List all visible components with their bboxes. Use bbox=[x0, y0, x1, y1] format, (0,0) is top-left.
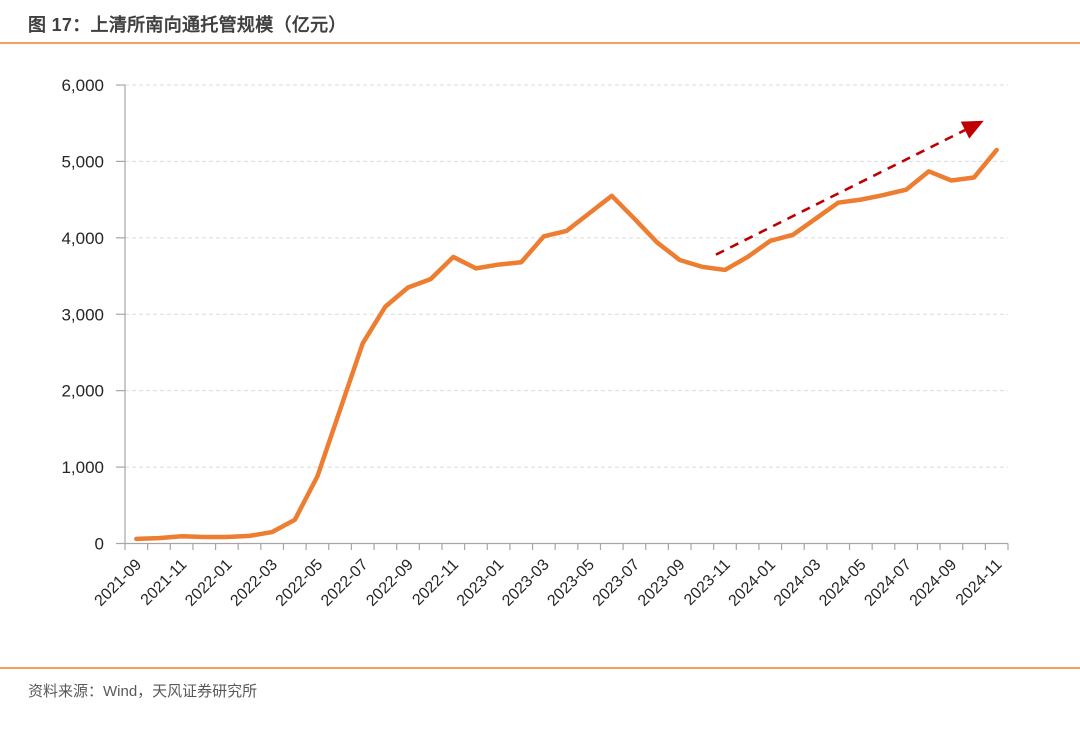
source-divider-line bbox=[0, 667, 1080, 669]
x-tick-label: 2023-09 bbox=[635, 556, 689, 610]
x-tick-label: 2023-05 bbox=[544, 556, 598, 610]
series-line-custody-scale bbox=[134, 147, 999, 542]
x-tick-label: 2023-01 bbox=[454, 556, 508, 610]
y-tick-label: 0 bbox=[95, 535, 104, 554]
x-tick-label: 2024-01 bbox=[726, 556, 780, 610]
trend-arrow-line bbox=[715, 128, 966, 256]
y-tick-label: 5,000 bbox=[61, 152, 104, 171]
figure-title: 图 17：上清所南向通托管规模（亿元） bbox=[28, 15, 347, 35]
source-note: 资料来源：Wind，天风证券研究所 bbox=[28, 683, 258, 700]
custody-scale-line-chart: 01,0002,0003,0004,0005,0006,0002021-0920… bbox=[61, 76, 1009, 610]
x-tick-label: 2024-11 bbox=[953, 556, 1006, 609]
x-tick-label: 2024-05 bbox=[816, 556, 870, 610]
y-tick-label: 3,000 bbox=[61, 305, 104, 324]
x-tick-label: 2022-03 bbox=[227, 556, 281, 610]
x-tick-label: 2024-09 bbox=[907, 556, 961, 610]
x-tick-label: 2022-09 bbox=[363, 556, 417, 610]
x-tick-label: 2022-01 bbox=[182, 556, 236, 610]
y-tick-label: 1,000 bbox=[61, 458, 104, 477]
x-tick-label: 2021-11 bbox=[138, 556, 191, 609]
x-tick-label: 2021-09 bbox=[92, 556, 146, 610]
x-tick-label: 2022-07 bbox=[318, 556, 372, 610]
y-tick-label: 6,000 bbox=[61, 76, 104, 95]
x-tick-label: 2023-07 bbox=[590, 556, 644, 610]
x-tick-label: 2022-11 bbox=[409, 556, 462, 609]
trend-arrowhead-icon bbox=[960, 120, 984, 139]
y-tick-label: 4,000 bbox=[61, 229, 104, 248]
y-tick-label: 2,000 bbox=[61, 382, 104, 401]
title-divider-line bbox=[0, 42, 1080, 44]
x-tick-label: 2023-11 bbox=[681, 556, 734, 609]
x-tick-label: 2023-03 bbox=[499, 556, 553, 610]
x-tick-label: 2024-07 bbox=[861, 556, 915, 610]
x-tick-label: 2022-05 bbox=[273, 556, 327, 610]
x-tick-label: 2024-03 bbox=[771, 556, 825, 610]
